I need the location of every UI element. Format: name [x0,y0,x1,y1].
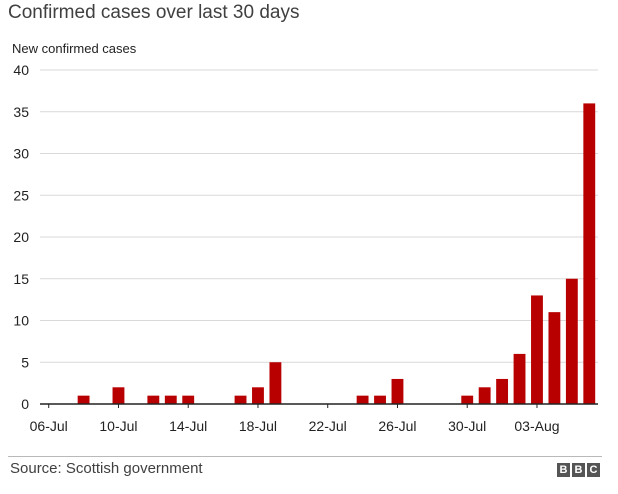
bbc-logo-letter: C [587,463,600,477]
x-tick-label: 14-Jul [169,418,207,434]
bar [496,378,509,404]
bar [513,353,526,404]
y-axis-label: New confirmed cases [12,41,137,56]
bar [269,362,282,404]
bar [565,278,578,404]
x-tick-label: 03-Aug [514,418,559,434]
chart-title: Confirmed cases over last 30 days [8,2,300,23]
bar [548,312,561,404]
bar [252,387,264,404]
x-tick-label: 30-Jul [448,418,486,434]
y-tick-label: 15 [13,271,29,287]
bbc-logo-letter: B [557,463,570,477]
bar [461,395,474,404]
bbc-logo-letter: B [572,463,585,477]
bbc-logo: B B C [557,463,600,477]
bar [234,395,247,404]
y-tick-label: 40 [13,62,29,78]
x-tick-label: 22-Jul [309,418,347,434]
bar [356,395,369,404]
bar [164,395,177,404]
x-tick-label: 10-Jul [99,418,137,434]
footer-divider [8,456,602,457]
x-tick-label: 18-Jul [239,418,277,434]
bar [182,395,195,404]
y-tick-label: 10 [13,313,29,329]
bar [391,378,404,404]
bar [147,395,160,404]
y-tick-label: 30 [13,146,29,162]
source-note: Source: Scottish government [10,460,203,477]
y-tick-label: 20 [13,229,29,245]
y-tick-label: 25 [13,187,29,203]
y-tick-label: 5 [21,354,29,370]
y-tick-label: 35 [13,104,29,120]
bar [77,395,90,404]
bar [531,295,543,404]
y-tick-label: 0 [21,396,29,412]
x-tick-label: 26-Jul [378,418,416,434]
bar [374,395,386,404]
bar [112,387,125,404]
bar [478,387,491,404]
x-tick-label: 06-Jul [30,418,68,434]
bar [583,103,596,405]
